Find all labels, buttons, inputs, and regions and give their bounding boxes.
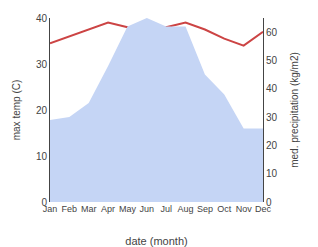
svg-text:max temp (C): max temp (C) — [11, 80, 22, 141]
svg-text:30: 30 — [266, 112, 278, 123]
svg-text:0: 0 — [266, 197, 272, 208]
svg-text:20: 20 — [266, 140, 278, 151]
svg-text:May: May — [119, 204, 137, 214]
svg-text:30: 30 — [36, 59, 48, 70]
svg-text:10: 10 — [36, 151, 48, 162]
svg-text:Feb: Feb — [62, 204, 78, 214]
svg-text:20: 20 — [36, 105, 48, 116]
svg-text:Jan: Jan — [43, 204, 58, 214]
svg-text:Jul: Jul — [160, 204, 172, 214]
svg-text:Oct: Oct — [217, 204, 232, 214]
svg-text:med. precipitation (kg/m2): med. precipitation (kg/m2) — [289, 52, 300, 168]
svg-text:Sep: Sep — [197, 204, 213, 214]
svg-text:60: 60 — [266, 27, 278, 38]
svg-text:10: 10 — [266, 168, 278, 179]
svg-text:Aug: Aug — [178, 204, 194, 214]
svg-text:0: 0 — [41, 197, 47, 208]
svg-text:Mar: Mar — [81, 204, 97, 214]
svg-text:Dec: Dec — [255, 204, 272, 214]
svg-text:50: 50 — [266, 55, 278, 66]
svg-text:Apr: Apr — [101, 204, 115, 214]
svg-text:40: 40 — [36, 13, 48, 24]
svg-text:Jun: Jun — [140, 204, 155, 214]
svg-text:Nov: Nov — [236, 204, 253, 214]
svg-text:date (month): date (month) — [125, 235, 187, 247]
svg-text:40: 40 — [266, 83, 278, 94]
